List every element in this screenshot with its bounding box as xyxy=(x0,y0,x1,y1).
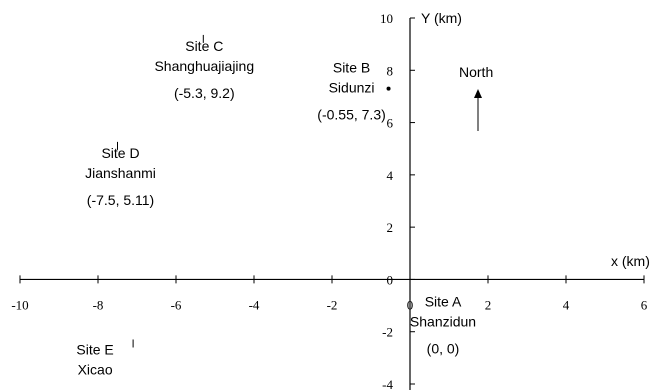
site-label-sidunzi-site: Site B xyxy=(333,60,370,76)
x-tick-label: -6 xyxy=(171,297,182,312)
site-label-sidunzi-name: Sidunzi xyxy=(329,80,375,96)
y-tick-label: 0 xyxy=(387,272,394,287)
x-tick-label: 4 xyxy=(563,297,570,312)
site-label-sidunzi-coord: (-0.55, 7.3) xyxy=(317,107,385,123)
x-tick-label: 0 xyxy=(407,297,414,312)
site-label-jianshanmi-name: Jianshanmi xyxy=(85,165,156,181)
x-tick-label: -10 xyxy=(11,297,28,312)
y-tick-label: 4 xyxy=(387,168,394,183)
x-tick-label: -2 xyxy=(327,297,338,312)
x-axis-label: x (km) xyxy=(611,253,650,269)
site-label-jianshanmi-site: Site D xyxy=(101,145,139,161)
site-label-xicao-name: Xicao xyxy=(78,361,113,377)
north-label: North xyxy=(459,64,493,80)
x-tick-label: -8 xyxy=(93,297,104,312)
y-tick-label: -2 xyxy=(382,325,393,340)
x-tick-label: 2 xyxy=(485,297,492,312)
site-label-xicao-coord: (-7.1, -2.45) xyxy=(59,388,132,391)
site-label-shanghuajiajing-coord: (-5.3, 9.2) xyxy=(174,85,235,101)
site-marks xyxy=(117,34,391,348)
site-labels: Site A Shanzidun (0, 0) Site B Sidunzi (-0.55… xyxy=(59,38,477,391)
tick-marks: -10 -8 -6 -4 -2 0 2 4 6 -4 -2 0 2 4 6 8 10 xyxy=(11,11,647,391)
x-tick-label: 6 xyxy=(641,297,648,312)
site-label-xicao-site: Site E xyxy=(76,341,113,357)
y-tick-label: 2 xyxy=(387,220,394,235)
site-label-shanzidun-site: Site A xyxy=(425,293,462,309)
site-label-shanghuajiajing-site: Site C xyxy=(185,38,223,54)
y-tick-label: 8 xyxy=(387,63,394,78)
y-tick-label: 10 xyxy=(380,11,393,26)
site-label-shanghuajiajing-name: Shanghuajiajing xyxy=(154,58,254,74)
site-label-shanzidun-name: Shanzidun xyxy=(410,313,476,329)
y-tick-label: -4 xyxy=(382,377,393,391)
north-arrow-icon xyxy=(474,89,482,131)
x-tick-label: -4 xyxy=(249,297,260,312)
site-label-jianshanmi-coord: (-7.5, 5.11) xyxy=(87,192,154,208)
y-axis-label: Y (km) xyxy=(421,10,462,26)
site-point-sidunzi xyxy=(386,86,391,91)
site-label-shanzidun-coord: (0, 0) xyxy=(427,340,460,356)
y-tick-label: 6 xyxy=(387,116,394,131)
